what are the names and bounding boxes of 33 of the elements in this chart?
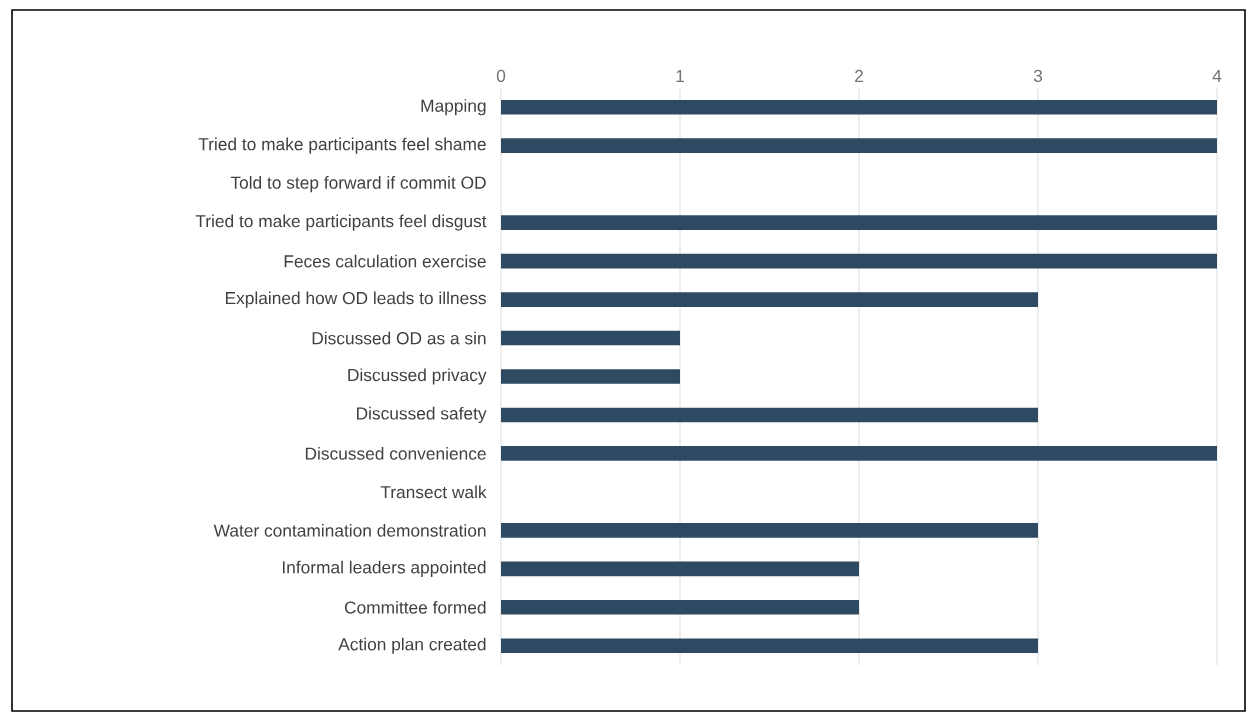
y-tick-label: Feces calculation exercise bbox=[284, 254, 486, 268]
bar bbox=[501, 599, 859, 615]
bar bbox=[501, 215, 1217, 230]
y-tick-label: Transect walk bbox=[380, 485, 487, 499]
bar bbox=[501, 446, 1217, 461]
y-tick-label: Discussed safety bbox=[357, 406, 487, 424]
bar bbox=[501, 253, 1217, 269]
bar bbox=[501, 369, 681, 384]
y-tick-label: Informal leaders appointed bbox=[282, 560, 486, 577]
y-tick-label: Discussed OD as a sin bbox=[312, 331, 486, 345]
y-tick-label: Tried to make participants feel disgust bbox=[195, 214, 487, 231]
x-tick-label: 2 bbox=[855, 69, 863, 82]
x-tick-label: 0 bbox=[496, 69, 506, 82]
y-tick-label: Committee formed bbox=[344, 600, 486, 614]
x-tick-label: 3 bbox=[1033, 69, 1043, 82]
y-tick-label: Action plan created bbox=[338, 637, 486, 654]
bar bbox=[501, 292, 1038, 307]
bar bbox=[501, 523, 1038, 538]
y-tick-label: Water contamination demonstration bbox=[213, 523, 486, 537]
bar bbox=[501, 99, 1217, 115]
y-tick-label: Discussed convenience bbox=[305, 447, 486, 460]
bar bbox=[501, 407, 1038, 423]
x-tick-label: 4 bbox=[1212, 70, 1222, 82]
y-tick-label: Mapping bbox=[421, 99, 486, 116]
bar bbox=[501, 330, 681, 346]
y-tick-label: Tried to make participants feel shame bbox=[198, 137, 486, 154]
y-tick-label: Discussed privacy bbox=[348, 368, 487, 385]
bar bbox=[501, 638, 1038, 654]
y-tick-label: Told to step forward if commit OD bbox=[230, 176, 486, 193]
x-tick-label: 1 bbox=[676, 70, 684, 82]
bar bbox=[501, 138, 1217, 154]
y-tick-label: Explained how OD leads to illness bbox=[225, 291, 486, 308]
bar bbox=[501, 561, 859, 577]
